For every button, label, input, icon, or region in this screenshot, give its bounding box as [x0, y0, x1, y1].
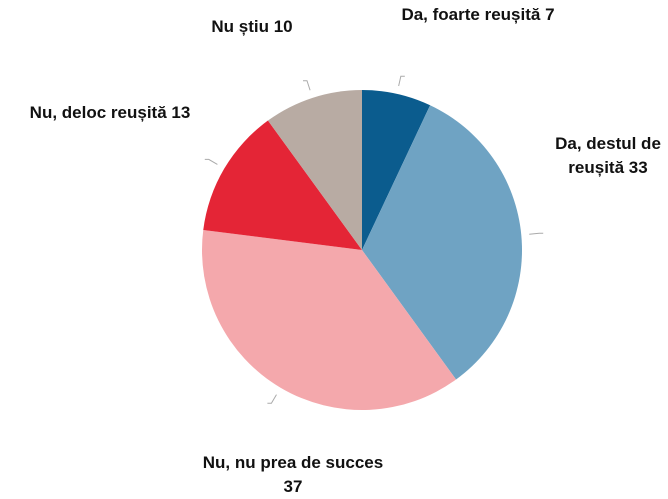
pie-slice [203, 120, 362, 250]
value-label: 10 [273, 17, 293, 36]
leader-line [267, 394, 277, 404]
slice-label: Nu știu 10 [162, 15, 342, 39]
category-label: Da, foarte reușită [401, 5, 541, 24]
value-label: 7 [545, 5, 555, 24]
category-label: Nu, nu prea de succes [202, 453, 384, 472]
pie-slice [267, 90, 362, 250]
category-label: Da, destul de reușită [555, 134, 661, 177]
pie-slice [362, 90, 431, 250]
category-label: Nu, deloc reușită [29, 103, 167, 122]
slice-label: Da, foarte reușită 7 [388, 3, 568, 27]
pie-slice [201, 229, 457, 411]
slice-label: Nu, nu prea de succes 37 [193, 451, 393, 499]
value-label: 13 [171, 103, 191, 122]
value-label: 33 [628, 158, 648, 177]
leader-line [529, 232, 544, 235]
slice-label: Da, destul de reușită 33 [548, 132, 668, 180]
leader-line [302, 80, 311, 91]
leader-line [398, 75, 405, 87]
slice-label: Nu, deloc reușită 13 [0, 101, 220, 125]
category-label: Nu știu [211, 17, 269, 36]
value-label: 37 [283, 477, 303, 496]
pie-slice [362, 105, 522, 380]
leader-line [204, 158, 218, 165]
